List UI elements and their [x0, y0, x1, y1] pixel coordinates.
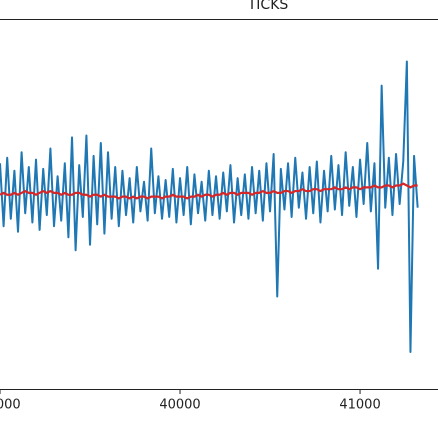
x-tick-label: 41000	[339, 398, 380, 413]
x-tick-label: 40000	[159, 398, 200, 413]
chart-title: TICKS	[247, 0, 289, 13]
series-line	[0, 182, 418, 200]
series-line	[0, 60, 419, 353]
x-tick-label: 39000	[0, 398, 21, 413]
